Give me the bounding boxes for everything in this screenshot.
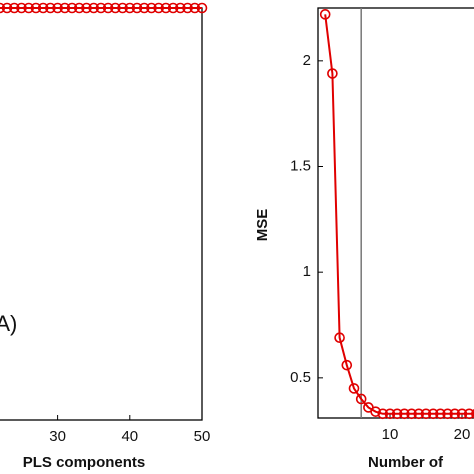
- marker: [189, 2, 201, 14]
- marker: [377, 408, 389, 420]
- y-tick-label: 1: [303, 263, 311, 280]
- axes-box: [317, 7, 474, 419]
- marker: [341, 359, 353, 371]
- marker: [131, 2, 143, 14]
- marker: [406, 408, 417, 420]
- marker: [88, 2, 99, 14]
- marker: [117, 2, 128, 14]
- marker: [81, 2, 92, 14]
- marker: [59, 2, 71, 14]
- marker: [1, 2, 13, 14]
- marker: [37, 2, 49, 14]
- y-tick-label: 1.5: [290, 157, 311, 174]
- marker: [66, 2, 78, 14]
- axes-box: [0, 7, 203, 421]
- marker: [427, 408, 439, 420]
- marker: [146, 2, 157, 14]
- marker: [384, 408, 396, 420]
- series-line: [324, 14, 474, 415]
- y-axis-label: MSE: [254, 209, 271, 242]
- x-tick-label: 20: [454, 426, 471, 443]
- x-tick-label: 10: [382, 426, 399, 443]
- marker: [355, 393, 367, 405]
- marker: [153, 2, 164, 14]
- marker: [327, 68, 338, 79]
- x-axis-label: PLS components: [23, 454, 146, 471]
- marker: [420, 408, 432, 420]
- marker: [160, 2, 172, 14]
- panel-label: (A): [0, 311, 17, 336]
- marker: [167, 2, 179, 14]
- marker: [30, 2, 42, 14]
- marker: [0, 2, 6, 14]
- marker: [319, 9, 331, 20]
- x-tick-label: 40: [121, 428, 138, 445]
- marker: [413, 408, 425, 420]
- y-tick-label: 0.5: [290, 369, 311, 386]
- marker: [370, 406, 381, 417]
- x-tick-label: 50: [194, 428, 211, 445]
- marker: [435, 408, 446, 420]
- marker: [52, 2, 63, 14]
- marker: [16, 2, 27, 14]
- marker: [456, 408, 468, 420]
- marker: [471, 409, 474, 419]
- marker: [45, 2, 56, 14]
- marker: [8, 2, 20, 14]
- marker: [334, 332, 345, 343]
- x-tick-label: 30: [49, 428, 66, 445]
- marker: [95, 2, 107, 14]
- marker: [124, 2, 136, 14]
- marker: [348, 383, 360, 394]
- marker: [23, 2, 35, 14]
- marker: [391, 408, 403, 420]
- marker: [449, 408, 461, 420]
- marker: [182, 2, 193, 14]
- marker: [73, 2, 85, 14]
- x-axis-label: Number of: [368, 454, 444, 471]
- marker: [442, 408, 453, 420]
- marker: [138, 2, 150, 14]
- y-tick-label: 2: [303, 52, 311, 69]
- marker: [399, 408, 410, 420]
- marker: [102, 2, 114, 14]
- marker: [110, 2, 121, 14]
- marker: [175, 2, 186, 14]
- marker: [196, 2, 208, 14]
